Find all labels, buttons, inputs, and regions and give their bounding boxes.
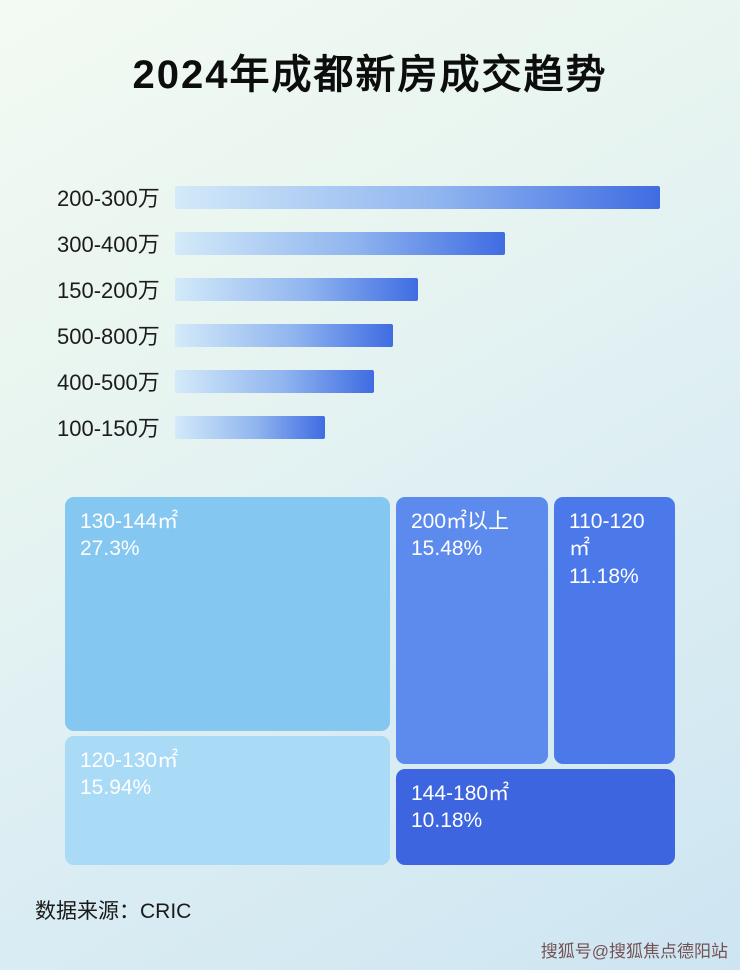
- bar-label: 500-800万: [57, 324, 160, 349]
- bar-row: 100-150万: [0, 404, 740, 450]
- bar-track: [175, 323, 660, 347]
- treemap-box-value: 11.18%: [569, 564, 639, 588]
- bar-label: 200-300万: [57, 186, 160, 211]
- treemap-box-label: 144-180㎡: [411, 782, 510, 805]
- bar-row: 300-400万: [0, 220, 740, 266]
- bar: [175, 323, 394, 347]
- treemap-box-value: 15.48%: [411, 537, 483, 561]
- treemap-box-144-180: 144-180㎡ 10.18%: [396, 769, 675, 865]
- treemap-box-label: 130-144㎡: [80, 510, 179, 533]
- bar: [175, 277, 418, 301]
- treemap-box-label: 200㎡以上: [411, 510, 510, 533]
- bar: [175, 231, 505, 255]
- page-title: 2024年成都新房成交趋势: [132, 53, 608, 97]
- bar-label: 300-400万: [57, 232, 160, 257]
- bar-label: 150-200万: [57, 278, 160, 303]
- area-share-treemap: 130-144㎡ 27.3% 200㎡以上 15.48% 110-120㎡ 11…: [65, 497, 675, 865]
- bar-track: [175, 277, 660, 301]
- bar-track: [175, 369, 660, 393]
- bar-track: [175, 415, 660, 439]
- watermark: 搜狐号@搜狐焦点德阳站: [540, 942, 728, 961]
- treemap-box-130-144: 130-144㎡ 27.3%: [65, 497, 390, 731]
- treemap-box-value: 10.18%: [411, 809, 483, 833]
- bar: [175, 369, 374, 393]
- bar-row: 200-300万: [0, 174, 740, 220]
- bar: [175, 415, 326, 439]
- bar-label: 100-150万: [57, 416, 160, 441]
- bar-label: 400-500万: [57, 370, 160, 395]
- treemap-box-120-130: 120-130㎡ 15.94%: [65, 736, 390, 865]
- bar-row: 400-500万: [0, 358, 740, 404]
- treemap-box-label: 110-120㎡: [569, 510, 645, 561]
- treemap-box-value: 27.3%: [80, 537, 140, 561]
- bar-row: 150-200万: [0, 266, 740, 312]
- treemap-box-110-120: 110-120㎡ 11.18%: [554, 497, 675, 764]
- bar-row: 500-800万: [0, 312, 740, 358]
- bar-track: [175, 185, 660, 209]
- treemap-box-value: 15.94%: [80, 776, 152, 800]
- data-source: 数据来源：CRIC: [35, 900, 192, 923]
- bar-track: [175, 231, 660, 255]
- price-range-bar-chart: 200-300万 300-400万 150-200万 500-800万 400-: [0, 174, 740, 450]
- treemap-box-label: 120-130㎡: [80, 749, 179, 772]
- bar: [175, 185, 660, 209]
- treemap-box-200-plus: 200㎡以上 15.48%: [396, 497, 548, 764]
